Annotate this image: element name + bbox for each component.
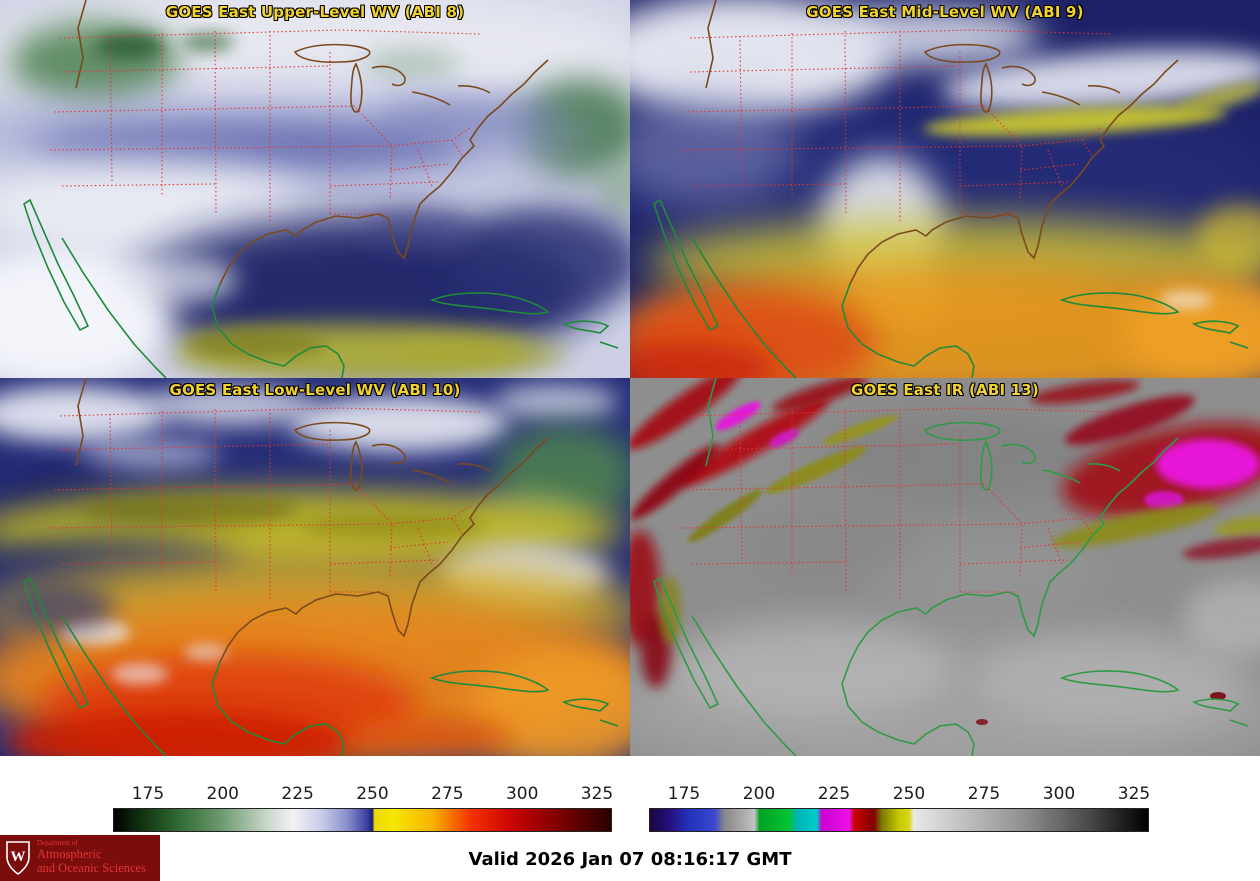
panel-grid: GOES East Upper-Level WV (ABI 8) xyxy=(0,0,1260,756)
colorbar-tick: 175 xyxy=(131,784,165,804)
panel-title-abi8: GOES East Upper-Level WV (ABI 8) xyxy=(165,3,465,21)
colorbar-tick: 275 xyxy=(431,784,464,804)
colorbar-tick: 300 xyxy=(505,784,539,804)
colorbar-tick: 200 xyxy=(742,784,776,804)
wv-colorbar-ticks: 175 200 225 250 275 300 325 xyxy=(113,784,614,808)
panel-abi8: GOES East Upper-Level WV (ABI 8) xyxy=(0,0,630,378)
colorbar-tick: 250 xyxy=(356,784,389,804)
colorbar-tick: 250 xyxy=(892,784,926,804)
logo-text: Department of Atmospheric and Oceanic Sc… xyxy=(37,840,146,875)
satellite-image-abi13 xyxy=(630,378,1260,756)
wv-colorbar xyxy=(113,808,612,832)
panel-title-abi13: GOES East IR (ABI 13) xyxy=(850,381,1039,399)
logo-line-1: Atmospheric xyxy=(37,847,102,862)
colorbar-tick: 300 xyxy=(1042,784,1076,804)
ir-colorbar xyxy=(649,808,1149,832)
colorbar-tick: 225 xyxy=(281,784,314,804)
ir-colorbar-ticks: 175 200 225 250 275 300 325 xyxy=(649,784,1151,808)
uw-aos-logo: W Department of Atmospheric and Oceanic … xyxy=(0,835,160,881)
ir-colorbar-group: 175 200 225 250 275 300 325 xyxy=(649,784,1151,832)
panel-title-abi9: GOES East Mid-Level WV (ABI 9) xyxy=(806,3,1084,21)
wv-colorbar-group: 175 200 225 250 275 300 325 xyxy=(113,784,614,832)
colorbar-tick: 325 xyxy=(580,784,614,804)
logo-dept-line: Department of xyxy=(37,839,78,848)
valid-timestamp: Valid 2026 Jan 07 08:16:17 GMT xyxy=(468,849,792,870)
colorbar-tick: 225 xyxy=(817,784,851,804)
satellite-image-abi9 xyxy=(630,0,1260,378)
panel-abi10: GOES East Low-Level WV (ABI 10) xyxy=(0,378,630,756)
panel-abi13: GOES East IR (ABI 13) xyxy=(630,378,1260,756)
colorbar-tick: 275 xyxy=(967,784,1001,804)
colorbar-tick: 325 xyxy=(1117,784,1151,804)
panel-title-abi10: GOES East Low-Level WV (ABI 10) xyxy=(169,381,461,399)
panel-abi9: GOES East Mid-Level WV (ABI 9) xyxy=(630,0,1260,378)
svg-text:W: W xyxy=(11,849,26,865)
satellite-image-abi10 xyxy=(0,378,630,756)
colorbar-tick: 200 xyxy=(206,784,239,804)
satellite-image-abi8 xyxy=(0,0,630,378)
logo-line-2: and Oceanic Sciences xyxy=(37,860,146,875)
colorbar-tick: 175 xyxy=(667,784,701,804)
uw-crest-icon: W xyxy=(6,841,30,875)
